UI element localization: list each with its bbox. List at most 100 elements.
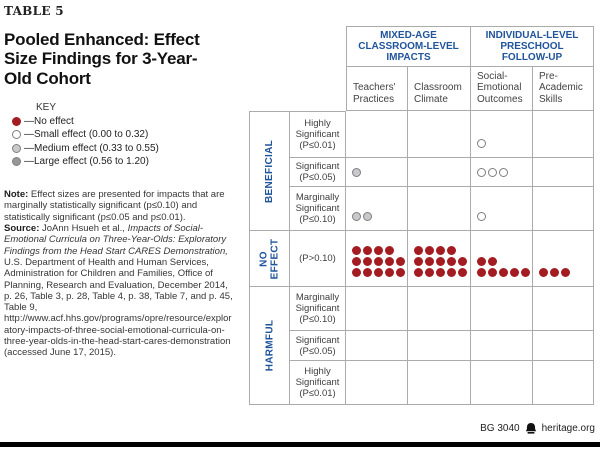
row-label: (P>0.10) xyxy=(290,231,346,287)
effect-dot-none xyxy=(352,268,361,277)
data-cell xyxy=(408,231,471,287)
heritage-bell-icon xyxy=(525,423,537,434)
row-group-beneficial: BENEFICIAL xyxy=(249,111,290,231)
dot-row xyxy=(477,168,508,177)
legend-item-label: —No effect xyxy=(24,115,74,127)
data-cell xyxy=(408,158,471,187)
legend-heading: KEY xyxy=(36,102,57,114)
column-header-pre-academic: Pre-Academic Skills xyxy=(533,67,594,111)
effect-dot-none xyxy=(488,268,497,277)
row-label: Marginally Significant (P≤0.10) xyxy=(290,187,346,231)
row-group-harmful: HARMFUL xyxy=(249,287,290,405)
small-effect-dot-icon xyxy=(12,130,21,140)
legend-item-label: —Medium effect (0.33 to 0.55) xyxy=(24,142,159,154)
effect-dot-none xyxy=(447,246,456,255)
data-cell xyxy=(471,111,533,158)
column-header-classroom-climate: Classroom Climate xyxy=(408,67,471,111)
effect-dot-none xyxy=(385,257,394,266)
dot-row xyxy=(477,212,486,221)
data-cell xyxy=(346,361,408,405)
data-cell xyxy=(471,331,533,361)
effect-dot-none xyxy=(374,257,383,266)
effect-dot-none xyxy=(363,268,372,277)
row-label: Significant (P≤0.05) xyxy=(290,158,346,187)
dot-row xyxy=(477,257,497,266)
effect-dot-small xyxy=(477,139,486,148)
legend-item-small-effect: —Small effect (0.00 to 0.32) xyxy=(12,129,244,140)
data-cell xyxy=(346,287,408,331)
dot-row xyxy=(414,268,467,277)
note-and-source: Note: Effect sizes are presented for imp… xyxy=(4,189,234,358)
legend-item-no-effect: —No effect xyxy=(12,116,244,127)
effect-dot-none xyxy=(436,268,445,277)
effect-dot-small xyxy=(477,212,486,221)
medium-effect-dot-icon xyxy=(12,143,21,153)
data-cell xyxy=(533,231,594,287)
row-label: Significant (P≤0.05) xyxy=(290,331,346,361)
effect-dot-small xyxy=(488,168,497,177)
dot-row xyxy=(352,212,372,221)
website-text: heritage.org xyxy=(541,423,595,434)
column-group-header-preschool: INDIVIDUAL-LEVEL PRESCHOOL FOLLOW-UP xyxy=(471,26,594,67)
effect-dot-none xyxy=(458,268,467,277)
source-work-title: Impacts of Social-Emotional Curricula on… xyxy=(4,223,228,257)
data-cell xyxy=(408,287,471,331)
data-cell xyxy=(408,331,471,361)
effect-dot-none xyxy=(458,257,467,266)
row-group-label: BENEFICIAL xyxy=(264,139,275,203)
effect-dot-none xyxy=(396,268,405,277)
data-cell xyxy=(471,361,533,405)
effect-dot-none xyxy=(374,268,383,277)
effect-dot-none xyxy=(363,257,372,266)
effect-dot-none xyxy=(363,246,372,255)
data-cell xyxy=(346,158,408,187)
legend-item-medium-effect: —Medium effect (0.33 to 0.55) xyxy=(12,143,244,154)
data-cell xyxy=(408,187,471,231)
dot-row xyxy=(352,268,405,277)
row-label: Marginally Significant (P≤0.10) xyxy=(290,287,346,331)
effect-dot-none xyxy=(374,246,383,255)
dot-row xyxy=(414,257,467,266)
dot-row xyxy=(352,246,394,255)
dot-row xyxy=(477,139,486,148)
effect-dot-none xyxy=(488,257,497,266)
large-effect-dot-icon xyxy=(12,157,21,167)
data-cell xyxy=(533,331,594,361)
effect-dot-none xyxy=(425,246,434,255)
dot-row xyxy=(477,268,530,277)
document-id: BG 3040 xyxy=(480,423,520,434)
data-cell xyxy=(471,187,533,231)
effect-dot-none xyxy=(477,257,486,266)
effect-dot-medium xyxy=(363,212,372,221)
row-group-no-effect: NO EFFECT xyxy=(249,231,290,287)
note-text: Effect sizes are presented for impacts t… xyxy=(4,189,225,223)
row-group-label: HARMFUL xyxy=(264,319,276,372)
effect-dot-none xyxy=(414,246,423,255)
effect-dot-none xyxy=(414,268,423,277)
effect-dot-none xyxy=(396,257,405,266)
effect-dot-none xyxy=(425,268,434,277)
row-label: Highly Significant (P≤0.01) xyxy=(290,361,346,405)
effect-dot-none xyxy=(436,257,445,266)
data-cell xyxy=(408,111,471,158)
source-text: JoAnn Hsueh et al., xyxy=(39,223,128,235)
legend-item-large-effect: —Large effect (0.56 to 1.20) xyxy=(12,156,244,167)
note-label: Note: xyxy=(4,189,29,201)
legend-item-label: —Small effect (0.00 to 0.32) xyxy=(24,129,149,141)
effect-dot-none xyxy=(477,268,486,277)
data-cell xyxy=(471,158,533,187)
dot-row xyxy=(352,168,361,177)
effect-dot-none xyxy=(385,246,394,255)
legend-item-label: —Large effect (0.56 to 1.20) xyxy=(24,156,149,168)
page-footer: BG 3040 heritage.org xyxy=(480,423,595,434)
data-cell xyxy=(533,158,594,187)
effect-dot-none xyxy=(385,268,394,277)
data-cell xyxy=(346,187,408,231)
table-number-label: TABLE 5 xyxy=(4,4,64,18)
data-cell xyxy=(533,111,594,158)
column-group-header-classroom: MIXED-AGE CLASSROOM-LEVEL IMPACTS xyxy=(346,26,471,67)
figure-title: Pooled Enhanced: Effect Size Findings fo… xyxy=(4,30,200,88)
column-header-teachers-practices: Teachers' Practices xyxy=(346,67,408,111)
data-cell xyxy=(346,331,408,361)
